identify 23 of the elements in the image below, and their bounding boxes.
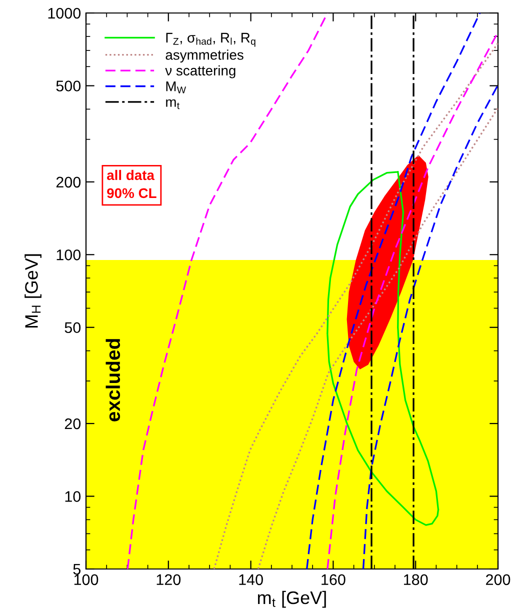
legend-label: M$_{W}$ — [166, 82, 186, 94]
legend-label: m$_{t}$ — [166, 99, 180, 110]
legend-label: ν scattering — [165, 65, 236, 78]
x-tick-label: 180 — [404, 574, 428, 586]
x-tick-label: 140 — [239, 574, 263, 586]
band-label: excluded — [106, 339, 120, 422]
y-tick-label: 50 — [64, 322, 81, 334]
y-tick-label: 20 — [64, 418, 81, 430]
y-tick-label: 500 — [56, 80, 81, 92]
y-tick-label: 10 — [65, 491, 81, 502]
y-tick-label: 200 — [56, 176, 81, 188]
y-tick-label: 100 — [56, 250, 81, 260]
x-tick-label: 120 — [156, 574, 181, 586]
y-tick-label: 5 — [73, 564, 80, 575]
x-axis-title: m$_{t}$ [GeV] — [258, 590, 326, 608]
y-axis-title: M$_{H}$ [GeV] — [24, 254, 42, 328]
y-tick-label: 1000 — [48, 8, 81, 19]
x-tick-label: 200 — [486, 574, 510, 586]
x-tick-label: 160 — [322, 574, 346, 586]
x-tick-label: 100 — [74, 574, 98, 586]
legend-label: Γ$_{Z}$, σ$_{had}$, R$_{l}$, R$_{q}$ — [166, 32, 256, 47]
legend-label: asymmetries — [166, 50, 244, 63]
annotation: all data 90% CL — [107, 170, 156, 198]
